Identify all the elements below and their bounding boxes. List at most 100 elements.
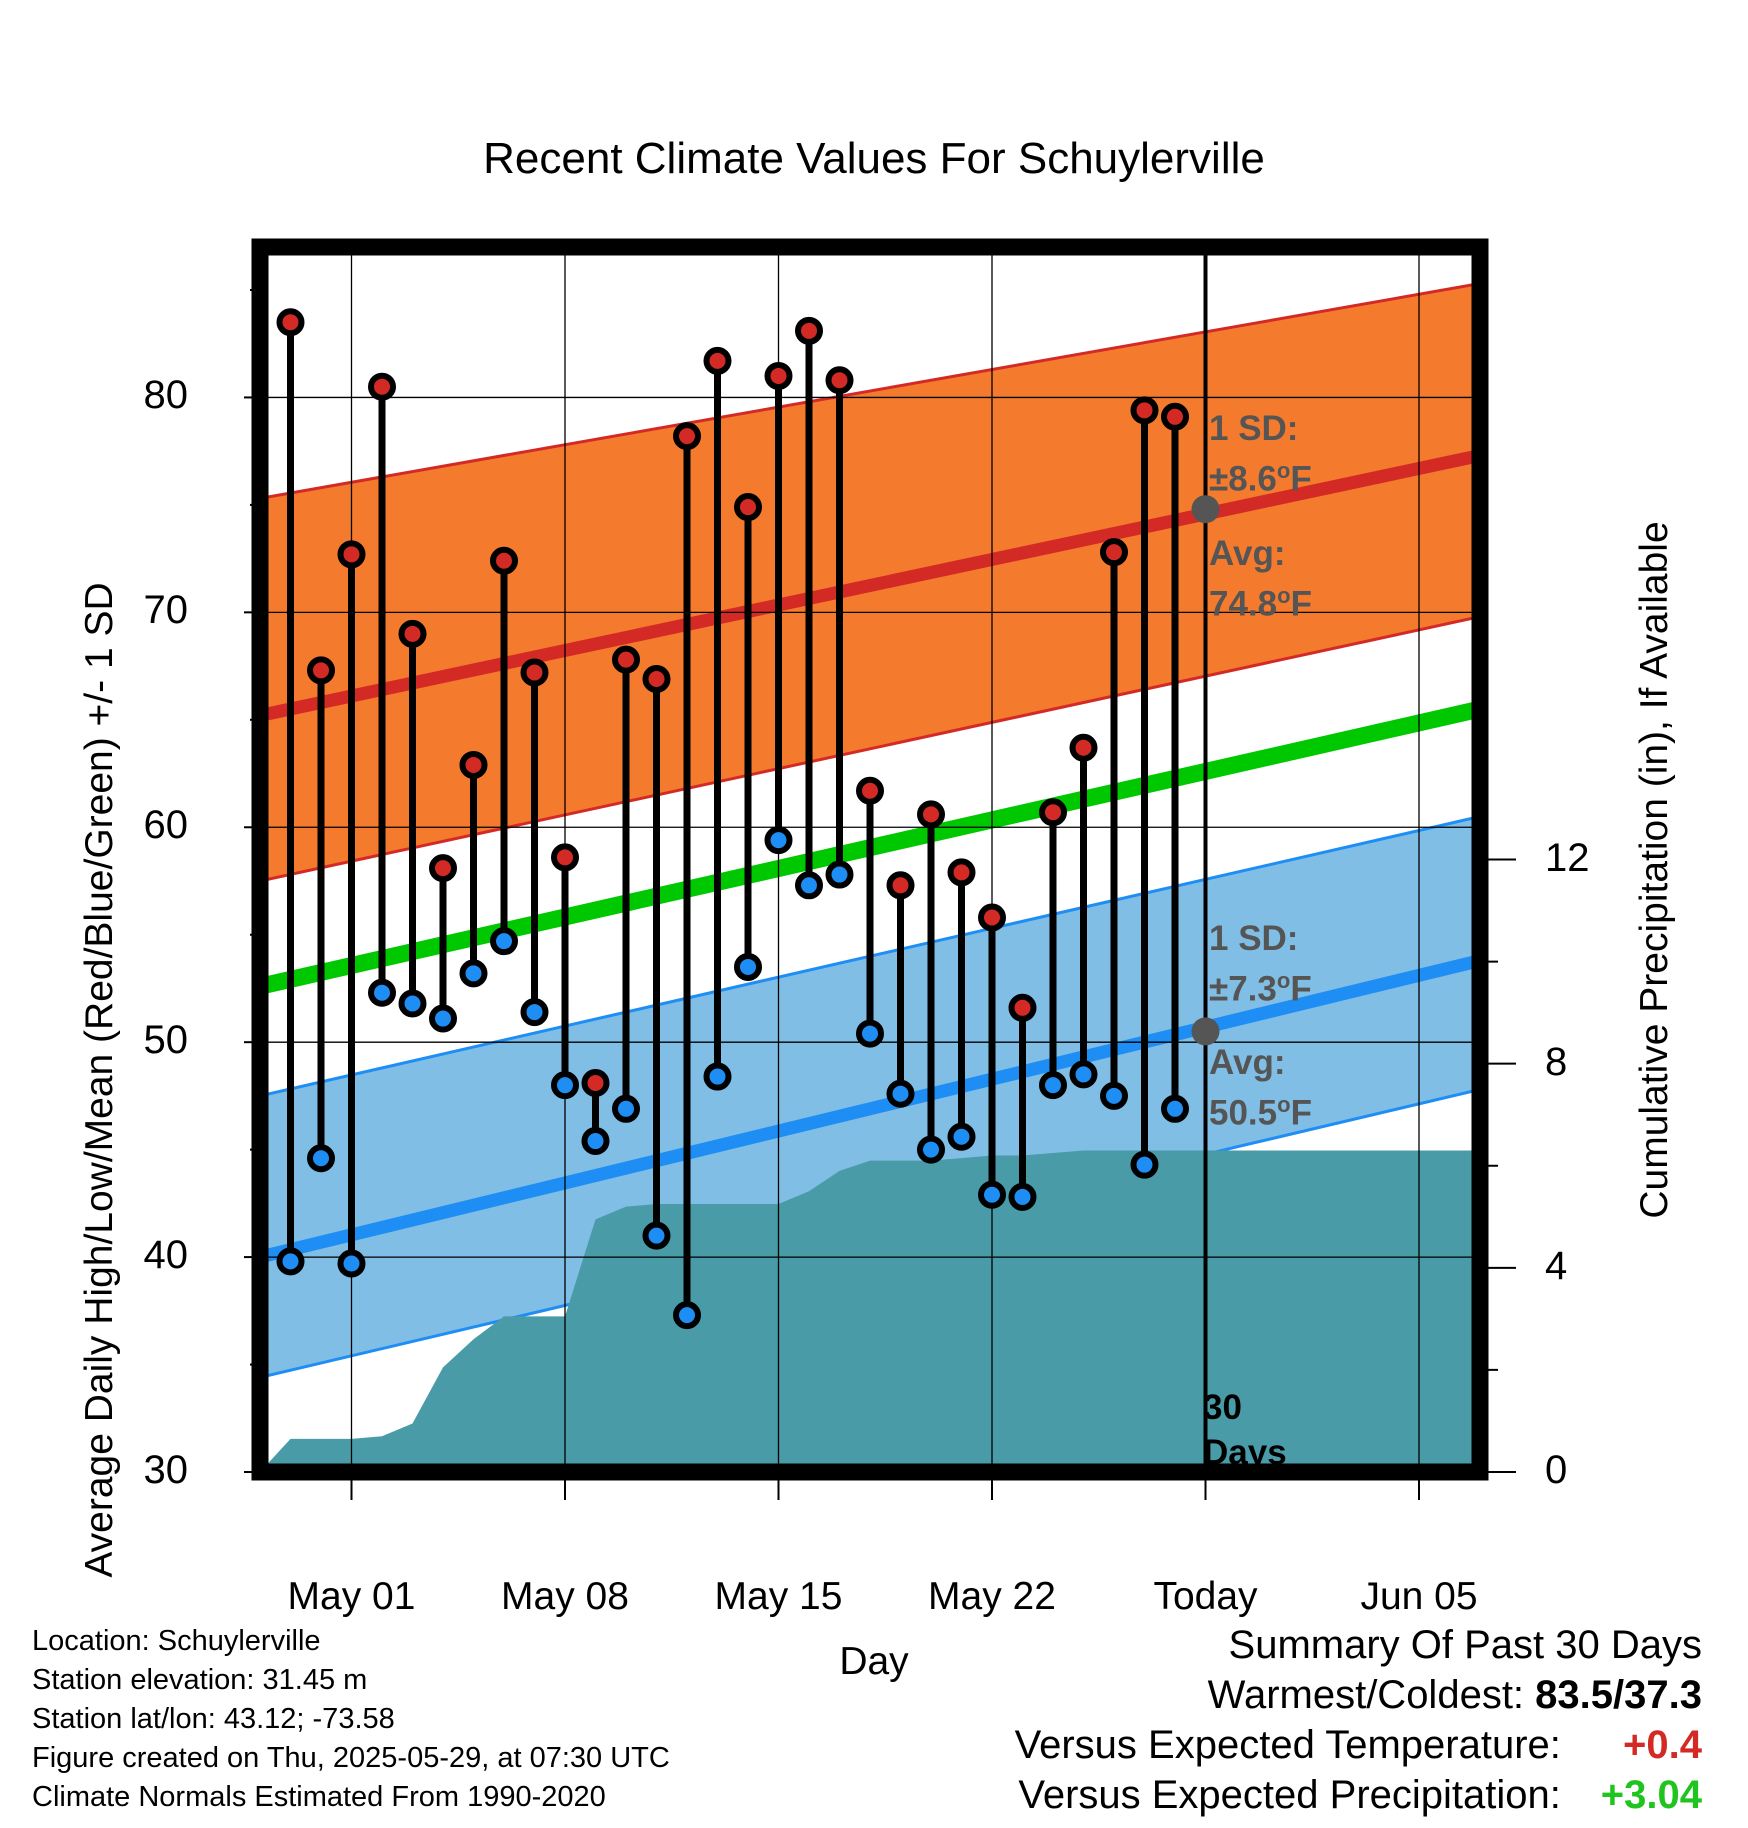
station-metadata: Location: Schuylerville Station elevatio…	[32, 1622, 670, 1817]
daily-low-marker	[1100, 1081, 1128, 1110]
summary-warmest-row: Warmest/Coldest: 83.5/37.3	[1015, 1670, 1702, 1720]
low-avg-label: Avg:	[1209, 1043, 1286, 1082]
daily-low-marker	[978, 1180, 1006, 1209]
daily-high-marker	[429, 854, 457, 883]
low-sd-label: 1 SD:	[1209, 919, 1299, 958]
created-text: Figure created on Thu, 2025-05-29, at 07…	[32, 1742, 670, 1774]
days-count: 30	[1203, 1388, 1242, 1427]
precip-label: Versus Expected Precipitation:	[1018, 1773, 1561, 1817]
high-avg-label: Avg:	[1209, 534, 1286, 573]
daily-low-marker	[886, 1079, 915, 1108]
daily-low-marker	[703, 1062, 732, 1091]
low-sd-value: ±7.3oF	[1209, 968, 1312, 1009]
daily-high-marker	[1130, 396, 1159, 425]
average-high-line	[260, 449, 1480, 722]
daily-low-marker	[429, 1004, 457, 1033]
daily-low-marker	[947, 1122, 976, 1151]
daily-low-marker	[490, 927, 518, 956]
daily-low-marker	[825, 860, 854, 889]
daily-high-marker	[490, 546, 518, 575]
today-high-avg-marker	[1191, 495, 1220, 524]
daily-high-marker	[1008, 993, 1037, 1022]
y-axis-title-right: Cumulative Precipitation (in), If Availa…	[1633, 521, 1676, 1219]
x-tick-label: May 08	[501, 1575, 629, 1618]
high-avg-value: 74.8oF	[1209, 583, 1312, 624]
elevation-text: Station elevation: 31.45 m	[32, 1664, 368, 1696]
days-word: Days	[1203, 1433, 1287, 1472]
temp-label: Versus Expected Temperature:	[1014, 1723, 1561, 1767]
normals-text: Climate Normals Estimated From 1990-2020	[32, 1781, 606, 1813]
y-tick-label: 50	[143, 1018, 189, 1063]
daily-high-marker	[1039, 798, 1067, 827]
daily-low-marker	[520, 998, 549, 1027]
daily-high-marker	[795, 316, 823, 345]
daily-high-marker	[276, 308, 305, 337]
daily-high-marker	[734, 493, 762, 522]
daily-low-marker	[276, 1247, 305, 1276]
precip-value: +3.04	[1600, 1773, 1702, 1817]
y-tick-label: 40	[143, 1233, 189, 1278]
summary-panel: Summary Of Past 30 Days Warmest/Coldest:…	[1015, 1620, 1702, 1820]
daily-low-marker	[307, 1144, 335, 1173]
daily-high-marker	[520, 658, 549, 687]
daily-low-marker	[459, 959, 488, 988]
x-tick-label: May 15	[714, 1575, 843, 1618]
x-tick-label: May 01	[287, 1575, 416, 1618]
daily-high-marker	[551, 843, 579, 872]
latlon-text: Station lat/lon: 43.12; -73.58	[32, 1703, 395, 1735]
warmest-label: Warmest/Coldest:	[1207, 1673, 1525, 1717]
y2-tick-label: 12	[1545, 835, 1590, 880]
daily-high-marker	[673, 422, 701, 451]
summary-precip-row: Versus Expected Precipitation: +3.04	[1015, 1770, 1702, 1820]
daily-low-marker	[368, 978, 396, 1007]
daily-low-marker	[612, 1094, 640, 1123]
daily-low-marker	[1008, 1182, 1037, 1211]
daily-high-marker	[886, 871, 915, 900]
y-tick-label: 30	[143, 1448, 189, 1492]
daily-high-marker	[764, 361, 793, 390]
temp-value: +0.4	[1623, 1723, 1702, 1767]
daily-high-marker	[398, 619, 427, 648]
low-sd-annotation: 1 SD: ±7.3oF	[1209, 918, 1312, 1011]
daily-low-marker	[917, 1135, 945, 1164]
high-avg-annotation: Avg: 74.8oF	[1209, 533, 1312, 626]
high-sd-lower-edge	[260, 615, 1480, 883]
daily-low-marker	[1130, 1150, 1159, 1179]
y-tick-label: 60	[143, 803, 189, 848]
x-axis-title: Day	[839, 1640, 909, 1683]
daily-low-marker	[1039, 1071, 1067, 1100]
today-low-avg-marker	[1191, 1017, 1220, 1046]
x-tick-label: Jun 05	[1360, 1575, 1478, 1618]
daily-high-marker	[947, 858, 976, 887]
daily-low-marker	[673, 1301, 701, 1330]
daily-low-marker	[764, 826, 793, 855]
location-text: Location: Schuylerville	[32, 1625, 321, 1657]
summary-temp-row: Versus Expected Temperature: +0.4	[1015, 1720, 1702, 1770]
daily-low-marker	[642, 1221, 671, 1250]
daily-low-marker	[398, 989, 427, 1018]
y2-tick-label: 8	[1545, 1039, 1568, 1084]
chart-title: Recent Climate Values For Schuylerville	[483, 134, 1265, 183]
high-sd-upper-edge	[260, 282, 1480, 500]
daily-high-marker	[917, 800, 945, 829]
daily-high-marker	[1161, 402, 1189, 431]
y2-tick-label: 4	[1545, 1243, 1568, 1288]
daily-low-marker	[337, 1249, 366, 1278]
daily-high-marker	[703, 346, 732, 375]
daily-high-marker	[612, 645, 640, 674]
daily-high-marker	[581, 1069, 610, 1098]
daily-high-marker	[337, 540, 366, 569]
y-tick-label: 80	[143, 373, 189, 418]
low-avg-annotation: Avg: 50.5oF	[1209, 1042, 1312, 1135]
warmest-value: 83.5/37.3	[1535, 1673, 1702, 1717]
average-low-line	[260, 954, 1480, 1264]
low-avg-value: 50.5oF	[1209, 1092, 1312, 1133]
summary-heading: Summary Of Past 30 Days	[1228, 1623, 1702, 1667]
daily-high-marker	[642, 664, 671, 693]
daily-high-marker	[459, 750, 488, 779]
daily-low-marker	[581, 1127, 610, 1156]
daily-high-marker	[856, 776, 884, 805]
high-sd-value: ±8.6oF	[1209, 458, 1312, 499]
daily-high-marker	[307, 656, 335, 685]
